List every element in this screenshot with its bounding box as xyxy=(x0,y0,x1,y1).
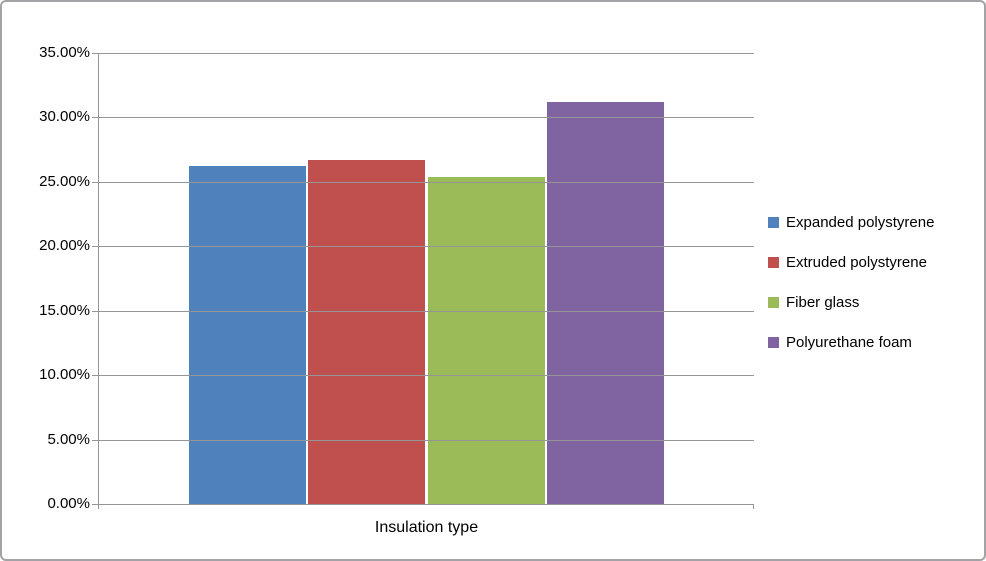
y-axis-tick xyxy=(92,182,99,183)
legend-label: Expanded polystyrene xyxy=(786,213,935,231)
y-tick-label: 5.00% xyxy=(47,431,90,448)
legend-swatch-icon xyxy=(768,256,779,268)
y-tick-label: 10.00% xyxy=(39,366,90,383)
bar-fiber-glass xyxy=(427,176,545,504)
gridline xyxy=(99,117,754,118)
y-tick-label: 35.00% xyxy=(39,44,90,61)
legend-item: Polyurethane foam xyxy=(768,322,934,362)
legend-item: Expanded polystyrene xyxy=(768,202,934,242)
y-axis-tick xyxy=(92,117,99,118)
gridline xyxy=(99,246,754,247)
legend-swatch-icon xyxy=(768,296,779,308)
y-tick-label: 30.00% xyxy=(39,108,90,125)
gridline xyxy=(99,311,754,312)
legend-label: Extruded polystyrene xyxy=(786,253,927,271)
bar-expanded-polystyrene xyxy=(188,166,306,504)
y-axis-tick xyxy=(92,246,99,247)
y-tick-label: 20.00% xyxy=(39,237,90,254)
y-axis-tick xyxy=(92,440,99,441)
x-axis-end-tick xyxy=(98,504,99,509)
gridline xyxy=(99,375,754,376)
legend-label: Polyurethane foam xyxy=(786,333,912,351)
gridline xyxy=(99,182,754,183)
gridline xyxy=(99,53,754,54)
legend-item: Fiber glass xyxy=(768,282,934,322)
legend-item: Extruded polystyrene xyxy=(768,242,934,282)
y-axis-tick xyxy=(92,311,99,312)
y-tick-label: 25.00% xyxy=(39,173,90,190)
legend-swatch-icon xyxy=(768,216,779,228)
y-axis-tick xyxy=(92,53,99,54)
y-axis-tick xyxy=(92,375,99,376)
gridline xyxy=(99,504,754,505)
legend-swatch-icon xyxy=(768,336,779,348)
x-axis-category-label: Insulation type xyxy=(374,519,479,536)
y-tick-label: 0.00% xyxy=(47,495,90,512)
y-axis-line xyxy=(98,53,99,505)
legend: Expanded polystyrene Extruded polystyren… xyxy=(768,202,934,362)
y-tick-label: 15.00% xyxy=(39,302,90,319)
y-axis-tick xyxy=(92,504,99,505)
legend-label: Fiber glass xyxy=(786,293,860,311)
gridline xyxy=(99,440,754,441)
bar-extruded-polystyrene xyxy=(308,160,426,504)
plot-area xyxy=(99,53,754,505)
bar-polyurethane-foam xyxy=(547,102,665,504)
x-axis-end-tick xyxy=(753,504,754,509)
